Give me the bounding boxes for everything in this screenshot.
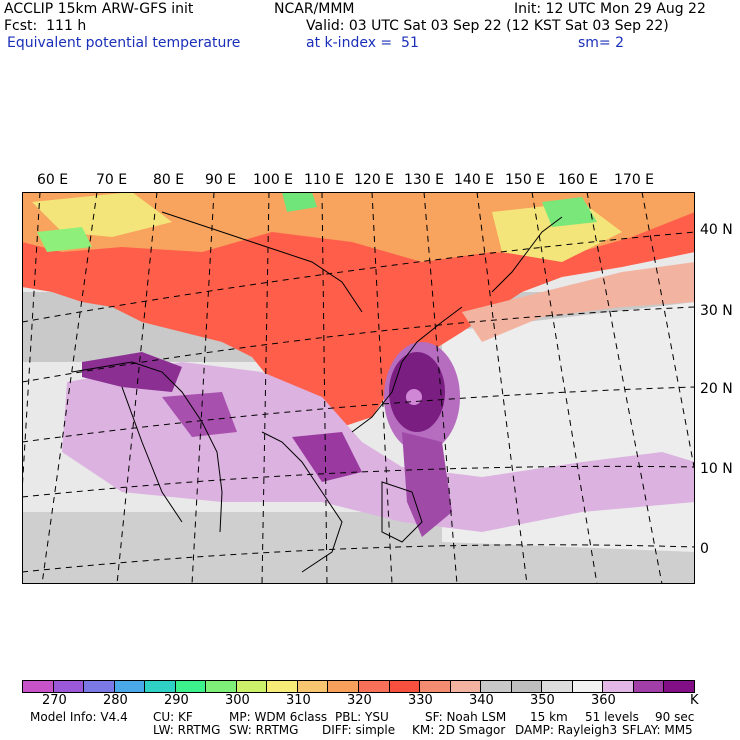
colorbar-swatch <box>572 681 604 692</box>
colorbar-tick: 350 <box>530 693 555 708</box>
lat-label: 0 <box>700 541 709 557</box>
footer-longwave: LW: RRTMG <box>153 723 221 737</box>
header-level: at k-index = 51 <box>306 35 419 51</box>
footer-cumulus: CU: KF <box>153 710 193 724</box>
lon-label: 120 E <box>354 172 395 188</box>
footer-sflay: SFLAY: MM5 <box>622 723 693 737</box>
colorbar-swatch <box>481 681 512 692</box>
lat-label: 10 N <box>700 461 733 477</box>
colorbar-swatch <box>23 681 54 692</box>
typhoon-eye <box>406 389 422 405</box>
colorbar-swatch <box>297 681 329 692</box>
lon-label: 170 E <box>614 172 655 188</box>
footer-levels: 51 levels <box>585 710 639 724</box>
colorbar-swatch <box>359 681 390 692</box>
colorbar-unit: K <box>690 693 699 708</box>
header-org: NCAR/MMM <box>274 1 355 17</box>
colorbar-swatch <box>84 681 115 692</box>
header-forecast-hour: Fcst: 111 h <box>4 18 87 34</box>
footer-microphysics: MP: WDM 6class <box>229 710 328 724</box>
coastlines <box>71 211 563 573</box>
colorbar-swatch <box>175 681 207 692</box>
colorbar-swatch <box>420 681 451 692</box>
colorbar-swatch <box>206 681 237 692</box>
header-valid-time: Valid: 03 UTC Sat 03 Sep 22 (12 KST Sat … <box>306 18 669 34</box>
colorbar-swatch <box>633 681 665 692</box>
lat-label: 20 N <box>700 381 733 397</box>
lon-label: 100 E <box>253 172 294 188</box>
lon-label: 60 E <box>37 172 69 188</box>
footer-km: KM: 2D Smagor <box>412 723 506 737</box>
purple-scs <box>292 432 362 482</box>
footer-surface: SF: Noah LSM <box>425 710 507 724</box>
colorbar-swatch <box>664 681 695 692</box>
colorbar-tick: 300 <box>225 693 250 708</box>
colorbar-swatch <box>145 681 176 692</box>
lon-label: 140 E <box>454 172 495 188</box>
green-patch-west <box>37 227 92 252</box>
footer-pbl: PBL: YSU <box>335 710 389 724</box>
lat-label: 40 N <box>700 222 733 238</box>
colorbar <box>22 680 695 693</box>
header-model-title: ACCLIP 15km ARW-GFS init <box>4 1 194 17</box>
footer-diffusion: DIFF: simple <box>322 723 396 737</box>
header-init-time: Init: 12 UTC Mon 29 Aug 22 <box>514 1 706 17</box>
purple-india <box>82 352 182 392</box>
header-field-name: Equivalent potential temperature <box>7 35 241 51</box>
lon-label: 150 E <box>505 172 546 188</box>
lat-label: 30 N <box>700 303 733 319</box>
map-border <box>22 192 695 584</box>
graticule <box>22 192 695 584</box>
colorbar-swatch <box>114 681 146 692</box>
colorbar-swatch <box>450 681 482 692</box>
green-patch-north <box>282 192 317 212</box>
colorbar-swatch <box>511 681 543 692</box>
colorbar-tick: 340 <box>469 693 494 708</box>
footer-shortwave: SW: RRTMG <box>229 723 299 737</box>
salmon-coastal <box>462 262 695 342</box>
lon-label: 80 E <box>153 172 185 188</box>
theta-e-map <box>22 192 695 584</box>
warm-yellow-patches <box>32 192 172 237</box>
colorbar-swatch <box>542 681 573 692</box>
header-smoothing: sm= 2 <box>578 35 625 51</box>
colorbar-swatch <box>603 681 634 692</box>
colorbar-tick: 270 <box>42 693 67 708</box>
colorbar-tick: 310 <box>286 693 311 708</box>
lon-label: 130 E <box>404 172 445 188</box>
typhoon-tail <box>402 432 452 537</box>
green-patch-east <box>542 197 597 227</box>
lon-label: 110 E <box>304 172 345 188</box>
colorbar-tick: 290 <box>164 693 189 708</box>
footer-timestep: 90 sec <box>655 710 695 724</box>
colorbar-tick: 280 <box>103 693 128 708</box>
lon-label: 160 E <box>558 172 599 188</box>
colorbar-swatch <box>267 681 298 692</box>
footer-model-info: Model Info: V4.4 <box>30 710 128 724</box>
purple-bay <box>162 392 237 437</box>
colorbar-swatch <box>328 681 360 692</box>
colorbar-swatch <box>389 681 421 692</box>
colorbar-tick: 330 <box>408 693 433 708</box>
colorbar-swatch <box>236 681 268 692</box>
colorbar-tick: 320 <box>347 693 372 708</box>
footer-resolution: 15 km <box>530 710 568 724</box>
lon-label: 90 E <box>205 172 237 188</box>
colorbar-swatch <box>53 681 85 692</box>
footer-damping: DAMP: Rayleigh3 <box>515 723 618 737</box>
lon-label: 70 E <box>96 172 128 188</box>
colorbar-tick: 360 <box>591 693 616 708</box>
